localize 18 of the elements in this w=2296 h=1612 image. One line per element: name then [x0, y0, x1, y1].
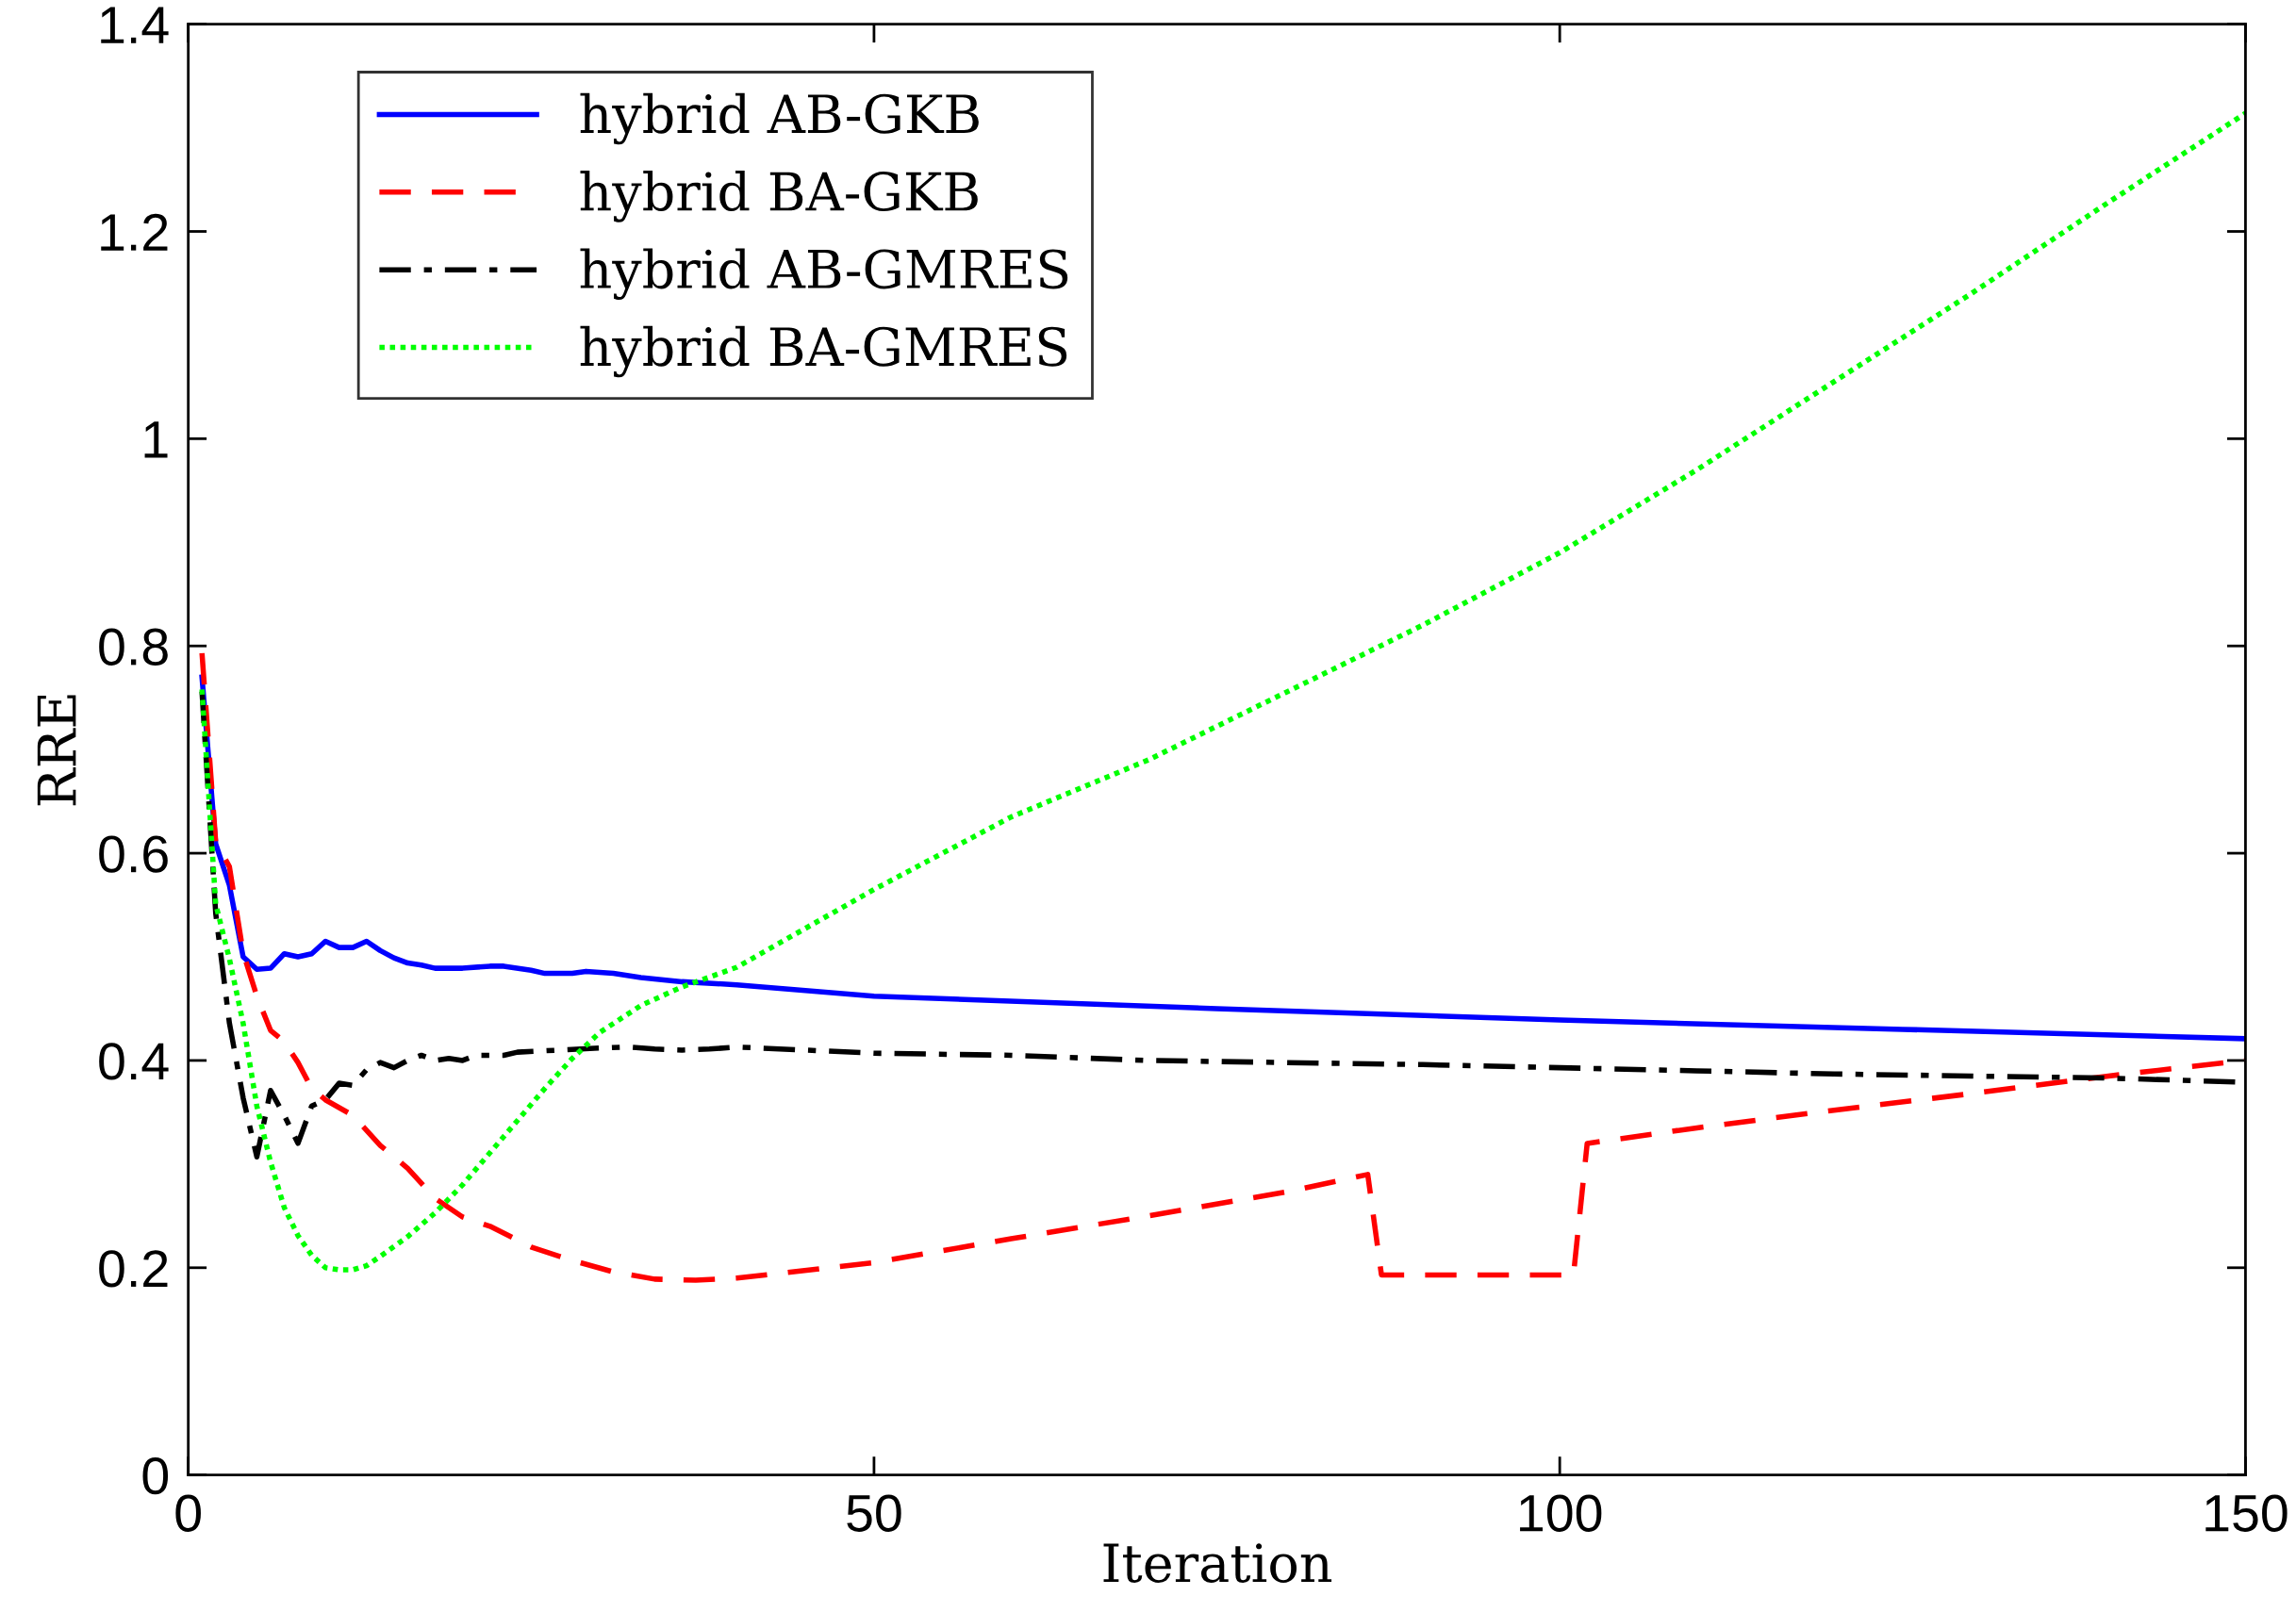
x-tick-label: 50 — [847, 1494, 901, 1532]
x-axis-title: Iteration — [1103, 1543, 1332, 1583]
legend-label: hybrid AB-GKB — [580, 92, 979, 145]
x-tick-label: 0 — [175, 1494, 201, 1532]
y-tick-label: 1 — [144, 421, 168, 458]
y-tick-label: 1.2 — [101, 213, 168, 251]
x-tick-label: 150 — [2205, 1494, 2288, 1532]
y-tick-label: 0.4 — [99, 1043, 169, 1080]
y-axis-title: RRE — [37, 695, 76, 806]
legend-label: hybrid AB-GMRES — [580, 248, 1068, 300]
y-tick-label: 0.8 — [99, 628, 168, 666]
legend-label: hybrid BA-GMRES — [580, 325, 1067, 378]
y-tick-label: 0.2 — [99, 1250, 168, 1288]
y-tick-label: 1.4 — [101, 7, 169, 43]
legend-label: hybrid BA-GKB — [580, 171, 978, 222]
y-tick-label: 0.6 — [99, 835, 168, 873]
x-tick-label: 100 — [1520, 1494, 1602, 1532]
y-tick-label: 0 — [142, 1456, 169, 1495]
